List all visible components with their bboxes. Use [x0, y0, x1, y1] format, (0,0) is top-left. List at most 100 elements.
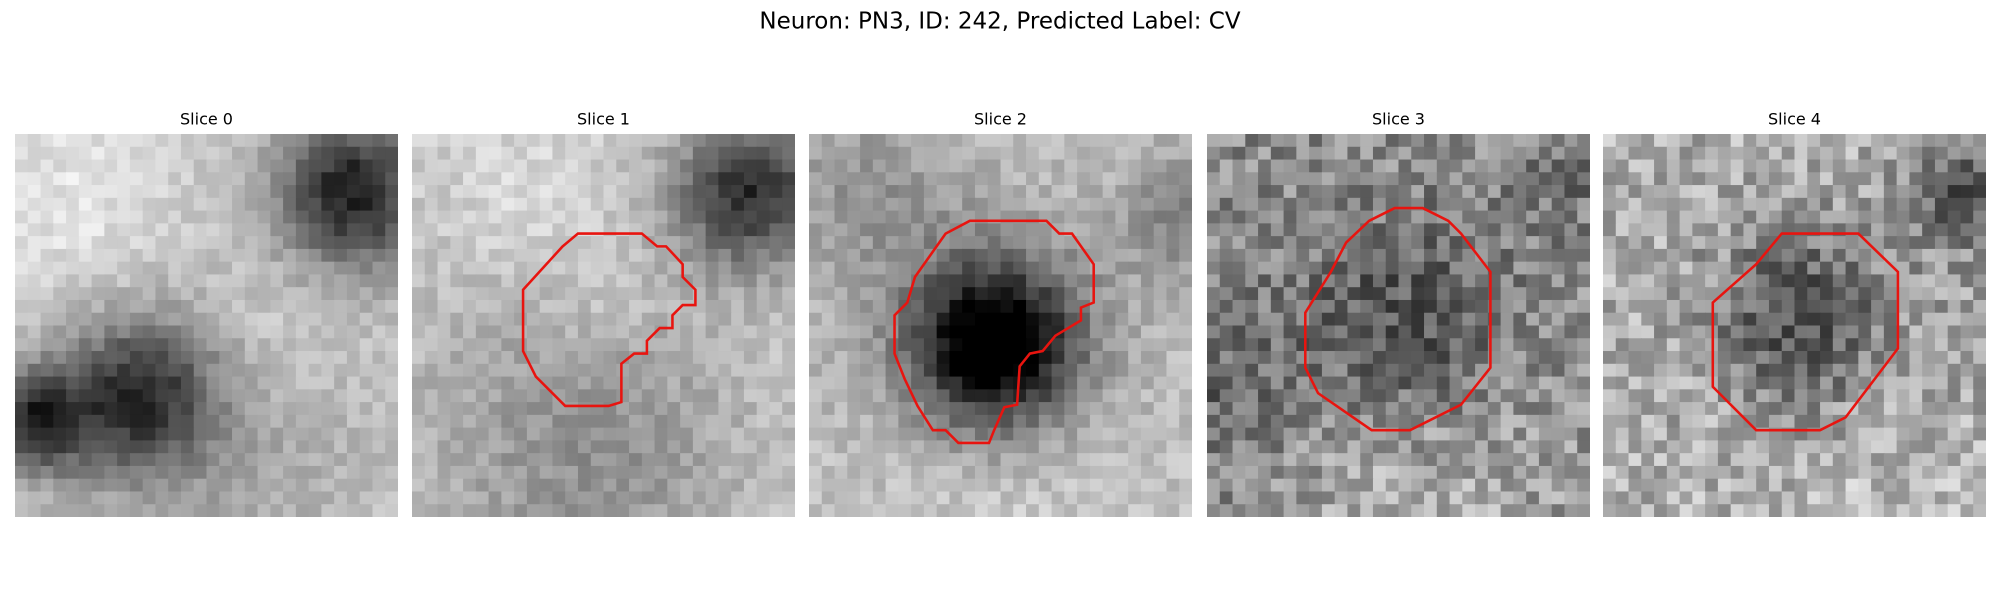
pixel [1232, 478, 1246, 493]
pixel [1845, 287, 1859, 301]
pixel [1934, 248, 1949, 263]
pixel [603, 185, 617, 199]
pixel [860, 185, 874, 199]
pixel [1449, 325, 1463, 339]
pixel [1577, 491, 1590, 505]
pixel [834, 504, 848, 517]
pixel [1219, 414, 1234, 429]
pixel [1436, 197, 1451, 212]
pixel [654, 504, 668, 517]
pixel [1883, 146, 1898, 161]
pixel [257, 491, 271, 505]
pixel [129, 440, 144, 454]
pixel [1743, 236, 1757, 250]
pixel [885, 146, 900, 161]
pixel [718, 197, 732, 212]
pixel [1232, 427, 1246, 442]
pixel [346, 197, 361, 212]
pixel [501, 248, 515, 263]
pixel [1858, 504, 1872, 517]
pixel [295, 299, 310, 314]
pixel [526, 478, 541, 493]
pixel [1628, 478, 1642, 493]
pixel [1973, 351, 1986, 365]
pixel [1140, 389, 1155, 403]
pixel [1743, 185, 1757, 199]
pixel [1832, 248, 1847, 263]
pixel [1321, 312, 1336, 327]
pixel [1077, 210, 1091, 225]
pixel [283, 351, 297, 365]
pixel [1424, 185, 1438, 199]
pixel [1666, 389, 1681, 403]
pixel [526, 453, 541, 467]
pixel [1013, 414, 1027, 429]
pixel [590, 376, 605, 390]
pixel [1102, 465, 1117, 480]
pixel [359, 376, 374, 390]
pixel [385, 146, 398, 161]
pixel [847, 491, 861, 505]
pixel [1128, 376, 1142, 390]
pixel [219, 159, 233, 173]
pixel [769, 312, 783, 327]
pixel [603, 491, 617, 505]
pixel [667, 299, 681, 314]
pixel [1717, 427, 1732, 442]
pixel [1743, 338, 1757, 352]
pixel [1781, 338, 1796, 352]
pixel [1883, 159, 1898, 173]
pixel [1321, 478, 1336, 493]
pixel [1526, 427, 1540, 442]
pixel [1296, 197, 1310, 212]
pixel [923, 274, 938, 288]
pixel [1179, 363, 1192, 378]
pixel [1807, 185, 1821, 199]
pixel [756, 223, 771, 237]
pixel [514, 325, 528, 339]
pixel [40, 414, 54, 429]
pixel [641, 312, 656, 327]
pixel [1207, 210, 1221, 225]
pixel [168, 274, 182, 288]
pixel [641, 325, 656, 339]
pixel [1577, 185, 1590, 199]
pixel [1038, 504, 1053, 517]
pixel [1820, 389, 1834, 403]
pixel [603, 504, 617, 517]
pixel [756, 389, 771, 403]
pixel [872, 389, 887, 403]
pixel [987, 338, 1002, 352]
pixel [1424, 287, 1438, 301]
pixel [206, 159, 220, 173]
pixel [860, 402, 874, 416]
pixel [321, 274, 335, 288]
pixel [308, 159, 323, 173]
pixel [1283, 312, 1298, 327]
pixel [1564, 210, 1578, 225]
pixel [552, 185, 566, 199]
pixel [1807, 504, 1821, 517]
pixel [654, 491, 668, 505]
pixel [295, 248, 310, 263]
pixel [1283, 299, 1298, 314]
pixel [66, 312, 80, 327]
pixel [372, 363, 386, 378]
pixel [1832, 465, 1847, 480]
pixel [270, 274, 284, 288]
pixel [923, 414, 938, 429]
pixel [526, 504, 541, 517]
pixel [756, 478, 771, 493]
pixel [987, 299, 1002, 314]
pixel [1475, 440, 1489, 454]
pixel [244, 185, 259, 199]
pixel [1179, 491, 1192, 505]
pixel [1615, 402, 1630, 416]
pixel [1858, 299, 1872, 314]
pixel [412, 414, 426, 429]
pixel [667, 478, 681, 493]
pixel [654, 427, 668, 442]
pixel [1283, 223, 1298, 237]
pixel [1038, 478, 1053, 493]
